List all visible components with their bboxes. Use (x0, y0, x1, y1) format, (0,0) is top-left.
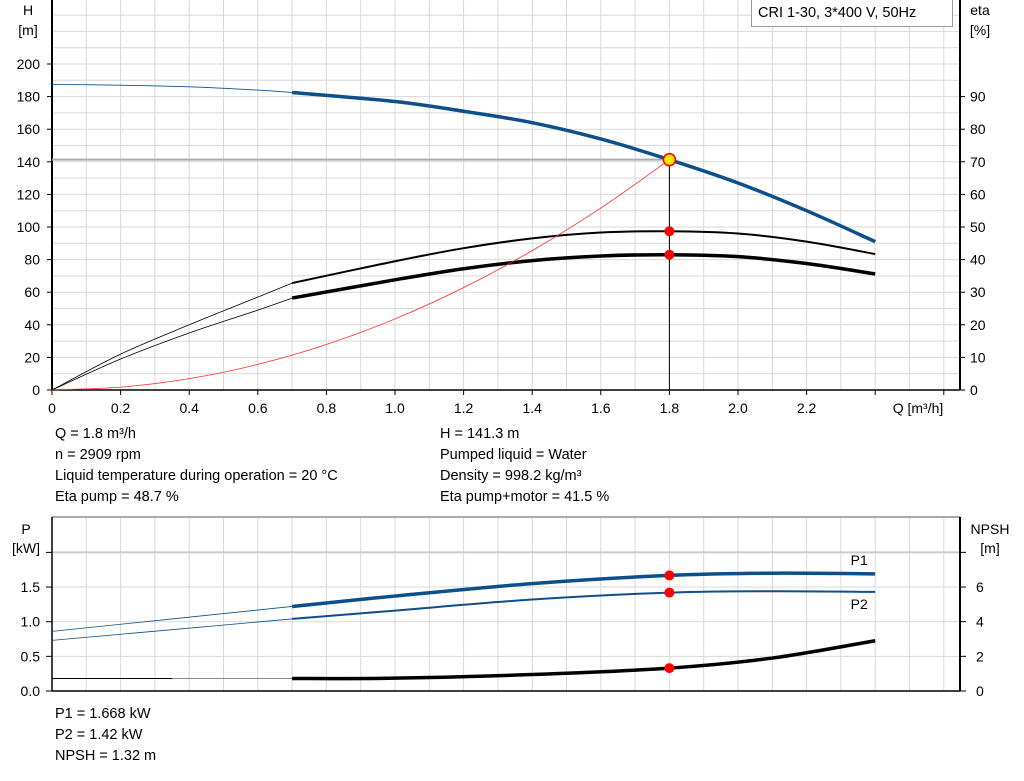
eta_pump-curve (291, 230, 876, 285)
x-tick-label: 2.2 (797, 400, 817, 416)
y-tick-label: 0.5 (21, 648, 41, 664)
y-tick-label: 120 (17, 186, 41, 202)
x-tick-label: 0 (48, 400, 56, 416)
eta-pump-marker (664, 226, 675, 237)
x-tick-label: 0.4 (179, 400, 199, 416)
x-tick-label: 2.0 (728, 400, 748, 416)
x-tick-label: 1.0 (385, 400, 405, 416)
info-p2: P2 = 1.42 kW (55, 727, 143, 743)
y-right-tick-label: 20 (970, 317, 986, 333)
eta_pump_motor-curve (291, 252, 876, 300)
info-eta-pump: Eta pump = 48.7 % (55, 489, 179, 505)
y-right-axis-label: eta (970, 2, 990, 18)
info-liquid: Pumped liquid = Water (440, 447, 587, 463)
y-right-tick-label: 0 (976, 683, 984, 699)
p2-curve (292, 590, 876, 620)
y-tick-label: 100 (17, 219, 41, 235)
y-right-tick-label: 70 (970, 154, 986, 170)
system-curve (51, 159, 670, 391)
y-right-tick-label: 50 (970, 219, 986, 235)
y-right-tick-label: 4 (976, 614, 984, 630)
y-axis-label: P (21, 521, 30, 537)
y-right-axis-unit: [m] (980, 540, 999, 556)
x-tick-label: 1.6 (591, 400, 611, 416)
eta-pump-motor-marker (664, 249, 675, 260)
x-tick-label: 1.4 (522, 400, 542, 416)
duty-point-marker (662, 152, 677, 167)
y-right-axis-unit: [%] (970, 22, 990, 38)
y-tick-label: 1.0 (21, 614, 41, 630)
p1-curve (291, 571, 876, 609)
y-axis-unit: [m] (18, 22, 37, 38)
y-tick-label: 20 (24, 349, 40, 365)
y-right-tick-label: 10 (970, 349, 986, 365)
info-flow: Q = 1.8 m³/h (55, 426, 136, 442)
y-tick-label: 0.0 (21, 683, 41, 699)
p2-label: P2 (851, 596, 868, 612)
info-bottom: P1 = 1.668 kW P2 = 1.42 kW NPSH = 1.32 m (55, 704, 156, 767)
head-curve (291, 90, 876, 244)
x-tick-label: 0.2 (111, 400, 131, 416)
x-tick-label: 0.8 (317, 400, 337, 416)
y-right-axis-label: NPSH (971, 521, 1010, 537)
y-right-tick-label: 30 (970, 284, 986, 300)
p1-marker (664, 570, 675, 581)
y-tick-label: 80 (24, 252, 40, 268)
y-right-tick-label: 90 (970, 89, 986, 105)
info-eta-pump-motor: Eta pump+motor = 41.5 % (440, 489, 610, 505)
y-tick-label: 1.5 (21, 579, 41, 595)
p1-label: P1 (851, 552, 868, 568)
y-tick-label: 160 (17, 121, 41, 137)
info-speed: n = 2909 rpm (55, 447, 141, 463)
x-tick-label: 1.8 (660, 400, 680, 416)
pump-model-legend: CRI 1-30, 3*400 V, 50Hz (751, 0, 953, 27)
info-npsh: NPSH = 1.32 m (55, 748, 157, 764)
y-right-tick-label: 6 (976, 579, 984, 595)
p2-marker (664, 587, 675, 598)
eta_pump_motor-curve-thin (51, 297, 293, 391)
y-tick-label: 200 (17, 56, 41, 72)
npsh-curve (292, 639, 876, 681)
info-right: H = 141.3 m Pumped liquid = Water Densit… (440, 424, 609, 508)
p2-curve-thin (51, 618, 293, 641)
y-right-tick-label: 60 (970, 186, 986, 202)
y-axis-unit: [kW] (12, 540, 40, 556)
info-p1: P1 = 1.668 kW (55, 706, 151, 722)
head-curve-thin (51, 83, 293, 93)
y-tick-label: 60 (24, 284, 40, 300)
info-head: H = 141.3 m (440, 426, 520, 442)
y-right-tick-label: 80 (970, 121, 986, 137)
x-tick-label: 1.2 (454, 400, 474, 416)
y-right-tick-label: 2 (976, 648, 984, 664)
x-tick-label: 0.6 (248, 400, 268, 416)
y-right-tick-label: 0 (970, 382, 978, 398)
x-axis-label: Q [m³/h] (893, 400, 944, 416)
y-tick-label: 140 (17, 154, 41, 170)
y-tick-label: 0 (32, 382, 40, 398)
y-tick-label: 40 (24, 317, 40, 333)
npsh-marker (664, 663, 675, 674)
info-temperature: Liquid temperature during operation = 20… (55, 468, 338, 484)
info-left: Q = 1.8 m³/h n = 2909 rpm Liquid tempera… (55, 424, 338, 508)
eta_pump-curve-thin (51, 282, 293, 391)
p1-curve-thin (51, 606, 293, 632)
info-density: Density = 998.2 kg/m³ (440, 468, 582, 484)
y-right-tick-label: 40 (970, 252, 986, 268)
y-tick-label: 180 (17, 89, 41, 105)
y-axis-label: H (23, 2, 33, 18)
